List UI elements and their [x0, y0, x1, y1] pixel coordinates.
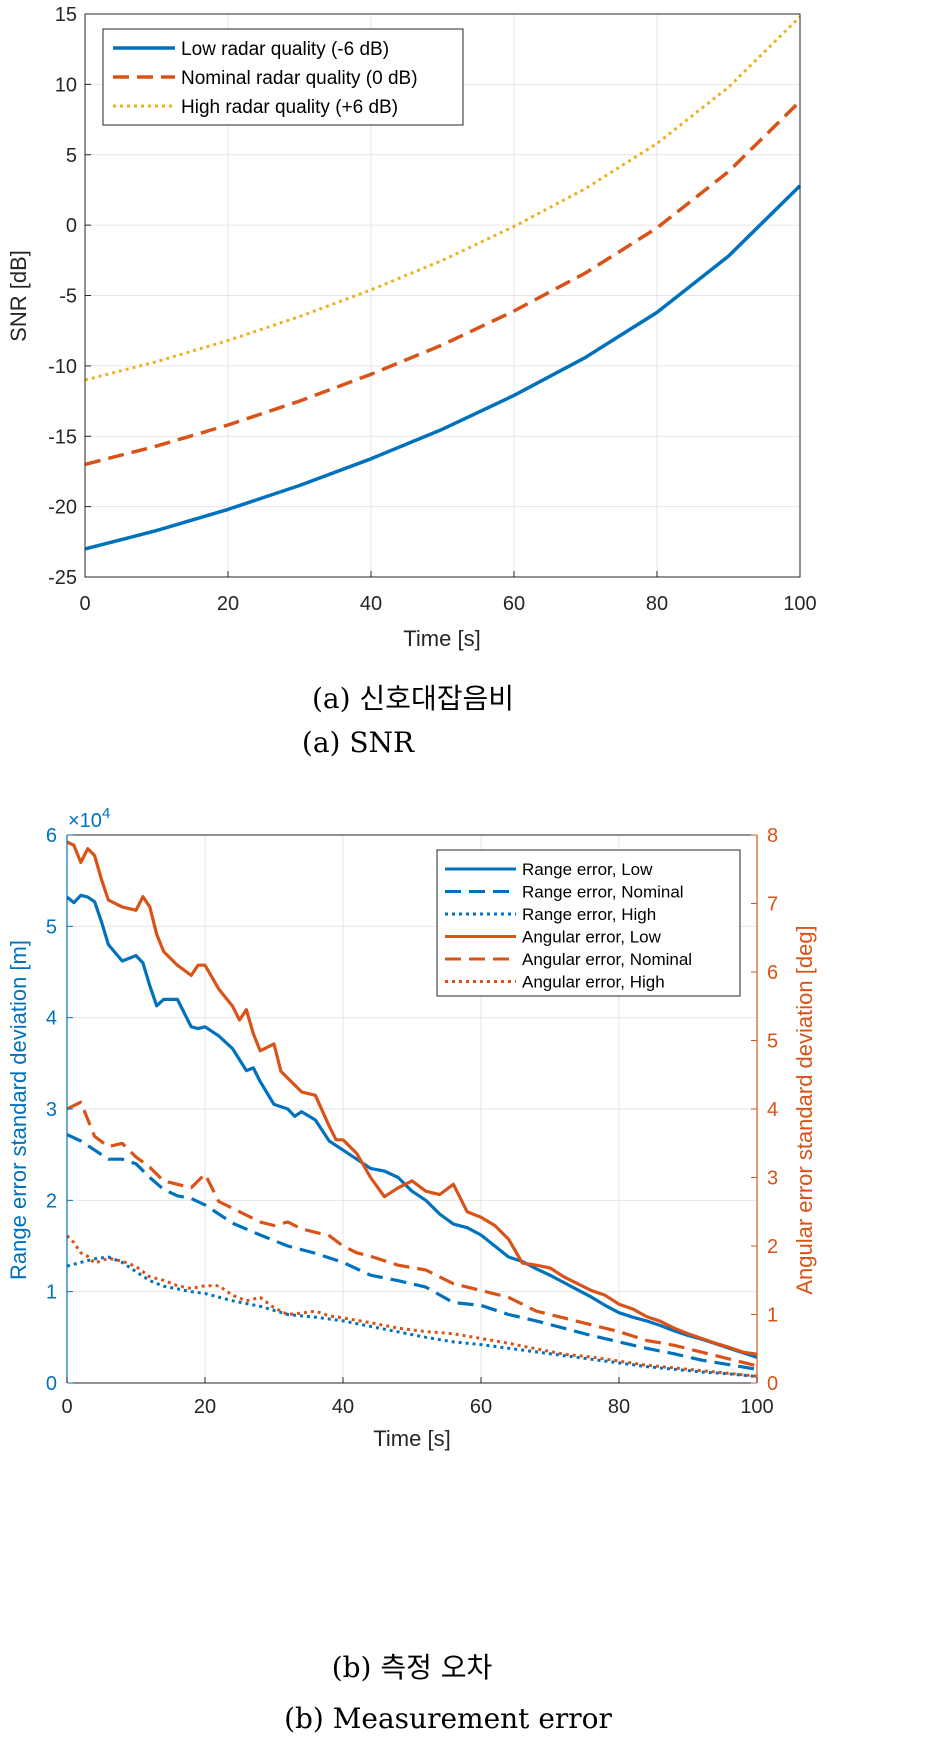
series-group	[84, 15, 802, 551]
series-line-3	[84, 15, 802, 382]
snr-chart: 0 20 40 60 80 100 -25 -20 -15 -10 -5 0 5 10 15 Time [s…	[6, 4, 817, 651]
x-tick-label: 100	[740, 1396, 773, 1418]
y-tick-label: -15	[48, 426, 77, 448]
caption-b-korean: (b) 측정 오차	[332, 1651, 493, 1684]
right-y-tick-label: 7	[767, 894, 778, 916]
x-axis-label: Time [s]	[403, 626, 480, 651]
x-tick-label: 20	[217, 593, 239, 615]
left-axis-exponent: ×104	[68, 805, 110, 832]
left-y-tick-label: 0	[46, 1373, 57, 1395]
caption-a-korean: (a) 신호대잡음비	[312, 682, 514, 715]
legend-label: Range error, Nominal	[522, 883, 684, 902]
right-y-tick-label: 2	[767, 1236, 778, 1258]
caption-a-english: (a) SNR	[302, 726, 415, 759]
y-tick-label: -5	[59, 286, 77, 308]
right-y-tick-label: 1	[767, 1305, 778, 1327]
series-line-3	[66, 1255, 758, 1379]
caption-b-english: (b) Measurement error	[284, 1702, 612, 1735]
right-y-tick-label: 0	[767, 1373, 778, 1395]
x-tick-label: 80	[646, 593, 668, 615]
legend-label: Angular error, Nominal	[522, 950, 692, 969]
series-line-1	[84, 184, 802, 551]
series-line-2	[84, 100, 802, 467]
left-y-tick-label: 3	[46, 1099, 57, 1121]
legend-label: High radar quality (+6 dB)	[181, 97, 398, 118]
x-axis-label: Time [s]	[373, 1426, 450, 1451]
series-line-4	[66, 840, 758, 1356]
x-tick-label: 0	[79, 593, 90, 615]
legend-label: Nominal radar quality (0 dB)	[181, 68, 418, 89]
legend-box	[436, 849, 741, 997]
series-group	[65, 840, 758, 1379]
left-y-tick-label: 2	[46, 1190, 57, 1212]
left-y-axis-label: Range error standard deviation [m]	[6, 940, 31, 1280]
x-tick-label: 80	[608, 1396, 630, 1418]
y-tick-label: 10	[55, 74, 77, 96]
y-tick-label: 0	[66, 215, 77, 237]
left-y-tick-label: 1	[46, 1282, 57, 1304]
series-line-6	[65, 1234, 758, 1378]
ticks: 0 20 40 60 80 100 -25 -20 -15 -10 -5 0 5 10 15	[48, 4, 817, 615]
y-tick-label: 15	[55, 4, 77, 26]
legend-label: Angular error, Low	[522, 928, 662, 947]
x-tick-label: 100	[783, 593, 816, 615]
series-line-1	[66, 893, 758, 1359]
legend-label: Low radar quality (-6 dB)	[181, 39, 389, 60]
left-y-tick-label: 4	[46, 1008, 57, 1030]
left-y-tick-label: 6	[46, 825, 57, 847]
y-tick-label: 5	[66, 145, 77, 167]
left-y-tick-label: 5	[46, 916, 57, 938]
y-tick-label: -20	[48, 497, 77, 519]
right-y-tick-label: 3	[767, 1168, 778, 1190]
series-line-2	[66, 1133, 758, 1371]
y-axis-label: SNR [dB]	[6, 250, 31, 342]
x-tick-label: 40	[360, 593, 382, 615]
x-tick-label: 20	[194, 1396, 216, 1418]
series-line-5	[66, 1100, 758, 1368]
legend-label: Range error, Low	[522, 860, 653, 879]
legend: Low radar quality (-6 dB) Nominal radar q…	[102, 28, 464, 126]
x-tick-label: 60	[503, 593, 525, 615]
right-y-axis-label: Angular error standard deviation [deg]	[792, 925, 817, 1294]
y-tick-label: -25	[48, 567, 77, 589]
right-y-tick-label: 4	[767, 1099, 778, 1121]
y-tick-label: -10	[48, 356, 77, 378]
right-y-tick-label: 5	[767, 1031, 778, 1053]
right-y-tick-label: 6	[767, 962, 778, 984]
legend: Range error, Low Range error, Nominal Rang…	[436, 849, 741, 997]
x-tick-label: 40	[332, 1396, 354, 1418]
x-tick-label: 60	[470, 1396, 492, 1418]
legend-label: Angular error, High	[522, 973, 665, 992]
x-tick-label: 0	[61, 1396, 72, 1418]
right-y-tick-label: 8	[767, 825, 778, 847]
legend-label: Range error, High	[522, 905, 656, 924]
